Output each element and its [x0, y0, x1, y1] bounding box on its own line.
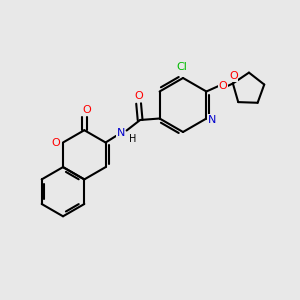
- Text: O: O: [229, 71, 238, 81]
- Text: N: N: [116, 128, 125, 139]
- Text: Cl: Cl: [176, 62, 187, 73]
- Text: O: O: [134, 91, 143, 101]
- Text: O: O: [51, 137, 60, 148]
- Text: N: N: [208, 115, 216, 125]
- Text: O: O: [82, 105, 91, 115]
- Text: H: H: [129, 134, 136, 144]
- Text: O: O: [218, 81, 227, 91]
